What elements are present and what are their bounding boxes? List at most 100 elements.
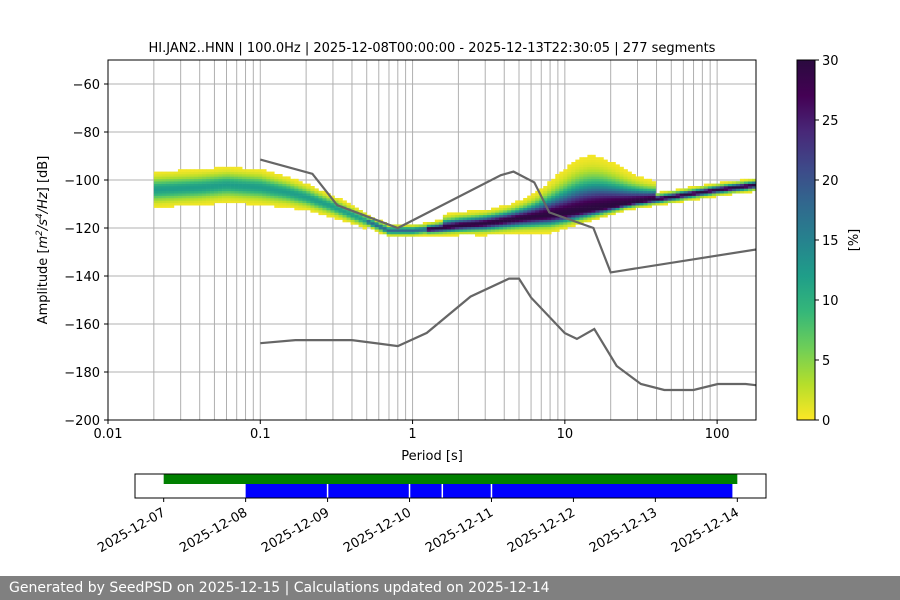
psd-cell: [595, 207, 600, 211]
psd-cell: [210, 178, 215, 182]
psd-cell: [378, 222, 383, 225]
psd-cell: [599, 207, 604, 211]
psd-cell: [587, 164, 592, 168]
psd-cell: [571, 171, 576, 175]
psd-cell: [583, 166, 588, 170]
psd-cell: [607, 190, 612, 194]
psd-cell: [567, 193, 572, 196]
psd-cell: [515, 214, 520, 218]
psd-cell: [438, 226, 444, 230]
psd-cell: [470, 231, 476, 235]
psd-cell: [571, 205, 576, 208]
psd-cell: [458, 229, 464, 232]
psd-cell: [153, 181, 159, 184]
psd-cell: [406, 226, 412, 230]
psd-cell: [599, 178, 604, 182]
psd-cell: [719, 193, 725, 196]
psd-cell: [515, 202, 520, 206]
psd-cell: [639, 190, 644, 194]
psd-cell: [286, 186, 291, 189]
psd-cell: [527, 205, 532, 208]
psd-cell: [627, 200, 632, 204]
psd-cell: [234, 183, 239, 187]
psd-cell: [214, 198, 219, 201]
psd-cell: [607, 193, 612, 196]
psd-cell: [218, 178, 223, 182]
psd-cell: [611, 200, 616, 204]
psd-cell: [294, 178, 299, 182]
psd-cell: [250, 195, 255, 199]
psd-cell: [177, 195, 183, 199]
psd-cell: [719, 183, 725, 187]
psd-cell: [222, 195, 227, 199]
psd-cell: [161, 198, 167, 201]
psd-cell: [402, 229, 408, 232]
psd-cell: [579, 176, 584, 180]
psd-cell: [627, 188, 632, 192]
psd-cell: [527, 224, 532, 228]
psd-cell: [507, 222, 512, 225]
psd-cell: [450, 214, 456, 218]
psd-cell: [631, 181, 636, 184]
psd-cell: [278, 186, 283, 189]
psd-cell: [539, 200, 544, 204]
psd-cell: [418, 234, 424, 237]
psd-cell: [466, 210, 472, 213]
psd-cell: [571, 181, 576, 184]
psd-cell: [406, 234, 412, 237]
psd-cell: [242, 200, 247, 204]
psd-cell: [258, 195, 263, 199]
psd-cell: [334, 200, 339, 204]
psd-cell: [751, 188, 756, 192]
psd-cell: [571, 202, 576, 206]
psd-cell: [210, 174, 215, 177]
psd-cell: [258, 171, 263, 175]
psd-cell: [515, 229, 520, 232]
psd-cell: [230, 169, 235, 172]
psd-cell: [173, 198, 179, 201]
psd-cell: [619, 210, 624, 213]
psd-cell: [491, 219, 496, 223]
psd-cell: [446, 217, 452, 220]
psd-cell: [595, 193, 600, 196]
psd-cell: [579, 183, 584, 187]
psd-cell: [254, 200, 259, 204]
psd-cell: [495, 214, 500, 218]
psd-cell: [619, 166, 624, 170]
psd-cell: [350, 205, 355, 208]
psd-cell: [294, 195, 299, 199]
psd-cell: [165, 181, 171, 184]
psd-cell: [294, 181, 299, 184]
psd-cell: [193, 174, 199, 177]
psd-cell: [362, 212, 367, 216]
psd-cell: [262, 174, 267, 177]
psd-cell: [394, 231, 400, 235]
psd-cell: [358, 224, 363, 228]
psd-cell: [181, 200, 187, 204]
psd-cell: [294, 193, 299, 196]
psd-cell: [639, 202, 644, 206]
psd-cell: [599, 195, 604, 199]
psd-cell: [322, 190, 327, 194]
psd-cell: [434, 234, 440, 237]
psd-cell: [567, 222, 572, 225]
timeline-frame: [134, 473, 767, 499]
psd-cell: [515, 217, 520, 220]
psd-cell: [631, 202, 636, 206]
psd-cell: [161, 188, 167, 192]
psd-cell: [715, 183, 721, 187]
psd-cell: [161, 186, 167, 189]
psd-cell: [282, 202, 287, 206]
psd-cell: [474, 219, 480, 223]
psd-cell: [507, 212, 512, 216]
psd-cell: [434, 229, 440, 232]
psd-cell: [567, 198, 572, 201]
psd-cell: [619, 169, 624, 172]
psd-cell: [523, 200, 528, 204]
psd-cell: [157, 195, 163, 199]
psd-cell: [519, 214, 524, 218]
psd-cell: [434, 224, 440, 228]
psd-cell: [193, 183, 199, 187]
psd-cell: [587, 217, 592, 220]
psd-cell: [254, 171, 259, 175]
